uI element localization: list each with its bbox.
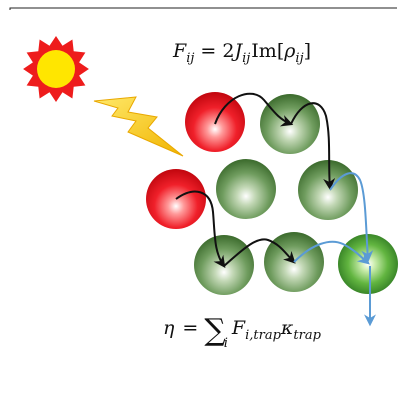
transfer-arrow-3 <box>175 190 226 268</box>
trap-arrow-2 <box>293 240 370 265</box>
transfer-arrow-4 <box>223 238 296 267</box>
flux-equation: Fij = 2JijIm[ρij] <box>172 40 311 66</box>
transfer-arrow-1 <box>214 92 294 127</box>
trap-arrows <box>293 172 376 327</box>
site-ground-3 <box>298 160 358 220</box>
trap-arrow-1 <box>329 172 374 263</box>
frame-border <box>9 7 397 10</box>
transfer-arrow-2 <box>290 102 336 191</box>
lightning-bolt-icon <box>93 96 184 157</box>
transfer-arrows <box>175 92 336 268</box>
sun-icon <box>23 36 89 102</box>
site-ground-2 <box>216 159 276 219</box>
efficiency-equation: η = ∑iFi,trapκtrap <box>163 313 322 351</box>
